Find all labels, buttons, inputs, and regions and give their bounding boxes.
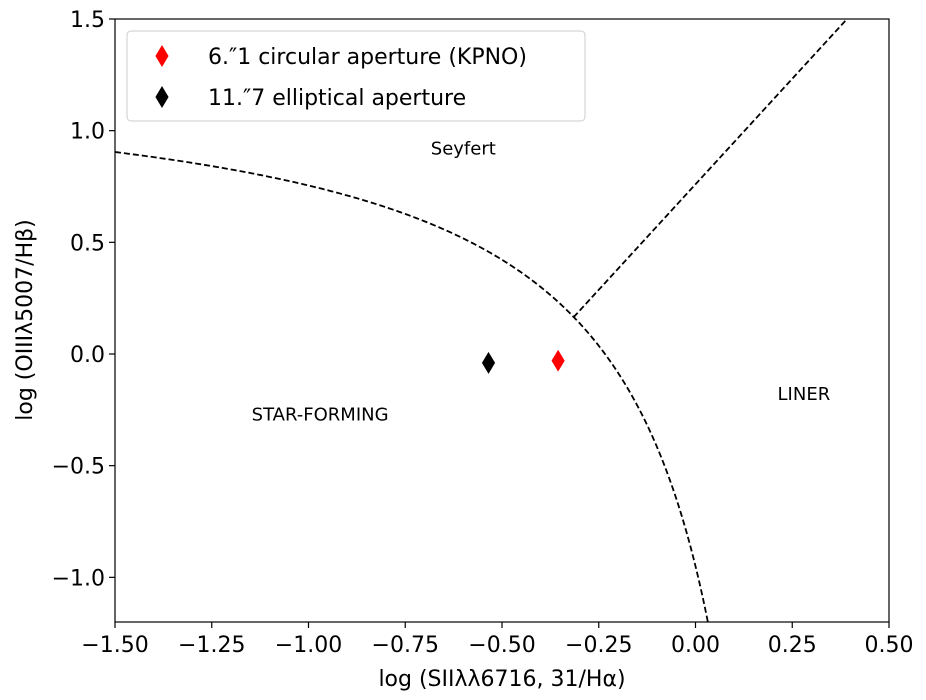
- legend-marker-1: [155, 45, 169, 67]
- data-points: [481, 349, 565, 374]
- legend-entry-label: 11.″7 elliptical aperture: [208, 86, 466, 111]
- y-tick-label: 1.5: [70, 8, 105, 33]
- x-tick-label: 0.25: [768, 633, 817, 658]
- y-axis-label: log (OIIIλ5007/Hβ): [13, 219, 38, 420]
- x-axis-label: log (SIIλλ6716, 31/Hα): [378, 667, 625, 692]
- data-point-series-2: [481, 351, 496, 374]
- y-tick-label: 0.0: [70, 343, 105, 368]
- data-point-series-1: [551, 349, 565, 372]
- x-tick-label: 0.00: [671, 633, 720, 658]
- y-axis: −1.0 −0.5 0.0 0.5 1.0 1.5: [52, 8, 115, 591]
- x-axis: −1.50 −1.25 −1.00 −0.75 −0.50 −0.25 0.00 0.25 0.…: [81, 622, 913, 658]
- y-tick-label: 0.5: [70, 231, 105, 256]
- region-labels: Seyfert STAR-FORMING LINER: [252, 139, 831, 426]
- x-tick-label: −0.75: [372, 633, 439, 658]
- x-tick-label: −1.25: [178, 633, 245, 658]
- y-tick-label: −0.5: [52, 455, 105, 480]
- demarcation-line: [572, 19, 849, 318]
- demarcation-line: [115, 151, 709, 622]
- y-tick-label: 1.0: [70, 120, 105, 145]
- region-label: Seyfert: [431, 139, 496, 160]
- region-label: STAR-FORMING: [252, 404, 389, 425]
- x-tick-label: 0.50: [865, 633, 914, 658]
- x-tick-label: −1.00: [275, 633, 342, 658]
- legend: 6.″1 circular aperture (KPNO) 11.″7 ellip…: [126, 30, 586, 122]
- y-tick-label: −1.0: [52, 566, 105, 591]
- region-label: LINER: [778, 384, 831, 405]
- legend-marker-2: [155, 86, 169, 108]
- x-tick-label: −0.50: [468, 633, 535, 658]
- demarcation-lines: [115, 19, 849, 622]
- legend-entry-label: 6.″1 circular aperture (KPNO): [208, 45, 527, 70]
- x-tick-label: −0.25: [565, 633, 632, 658]
- legend-box: [126, 30, 586, 122]
- x-tick-label: −1.50: [81, 633, 148, 658]
